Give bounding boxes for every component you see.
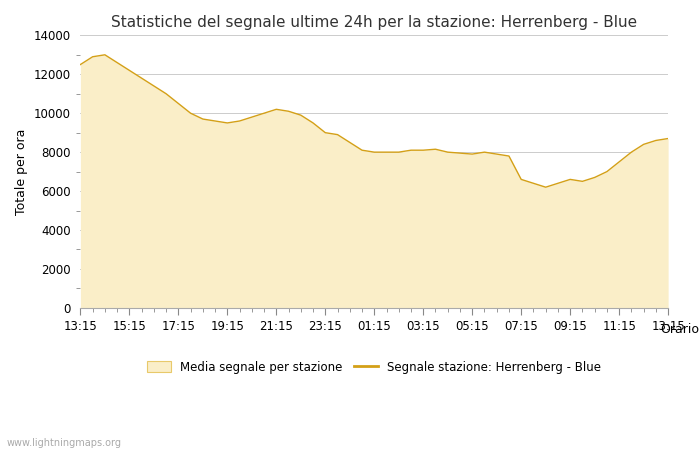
Legend: Media segnale per stazione, Segnale stazione: Herrenberg - Blue: Media segnale per stazione, Segnale staz…: [142, 356, 606, 378]
Text: www.lightningmaps.org: www.lightningmaps.org: [7, 438, 122, 448]
X-axis label: Orario: Orario: [660, 323, 699, 336]
Y-axis label: Totale per ora: Totale per ora: [15, 128, 28, 215]
Title: Statistiche del segnale ultime 24h per la stazione: Herrenberg - Blue: Statistiche del segnale ultime 24h per l…: [111, 15, 637, 30]
